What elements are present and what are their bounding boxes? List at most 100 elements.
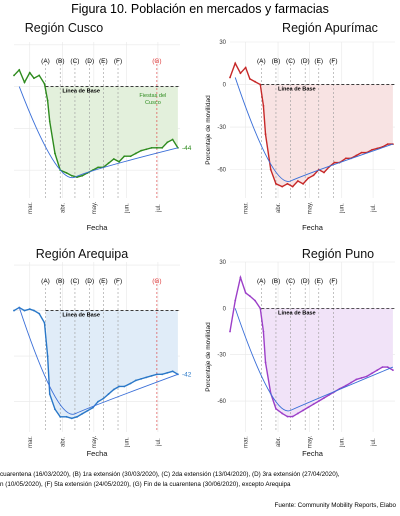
event-label: (B) — [56, 278, 65, 285]
x-tick-label: may. — [92, 201, 98, 214]
series-point — [323, 397, 325, 399]
series-point — [386, 143, 389, 146]
series-point — [54, 408, 56, 411]
event-label: (A) — [257, 58, 266, 65]
series-point — [286, 415, 289, 418]
series-point — [296, 412, 299, 415]
series-point — [13, 309, 15, 312]
event-label: (A) — [41, 278, 50, 285]
series-point — [323, 171, 325, 174]
series-point — [86, 409, 89, 412]
event-label: (A) — [41, 58, 50, 65]
x-tick-label: mar. — [244, 436, 250, 448]
series-point — [46, 355, 49, 358]
series-point — [239, 276, 242, 279]
y-tick-label: 0 — [223, 306, 227, 312]
series-point — [134, 152, 137, 155]
series-point — [166, 371, 169, 374]
series-point — [129, 382, 132, 385]
y-tick-label: -30 — [217, 353, 226, 359]
series-point — [161, 146, 164, 149]
series-point — [376, 369, 379, 372]
series-point — [254, 299, 256, 302]
x-tick-label: abr. — [276, 203, 282, 213]
series-point — [312, 403, 315, 406]
series-point — [112, 158, 115, 160]
series-point — [129, 155, 132, 158]
series-point — [239, 72, 242, 75]
series-point — [317, 400, 320, 402]
event-label: (G) — [152, 278, 161, 285]
series-point — [140, 377, 143, 380]
series-point — [134, 379, 137, 382]
series-point — [333, 161, 336, 164]
series-point — [81, 174, 84, 177]
event-label: (F) — [114, 278, 122, 285]
series-point — [229, 76, 231, 79]
footnote-line-1: cuarentena (16/03/2020), (B) 1ra extensi… — [0, 471, 340, 478]
series-point — [145, 376, 148, 379]
series-point — [70, 174, 73, 177]
trend-line — [18, 86, 179, 179]
event-label: (F) — [329, 58, 337, 65]
series-point — [43, 321, 46, 324]
series-point — [81, 412, 84, 415]
series-point — [381, 366, 384, 368]
series-point — [102, 397, 105, 400]
event-label: (D) — [85, 58, 94, 65]
end-value-label: -42 — [182, 371, 192, 378]
event-label: (C) — [286, 278, 295, 285]
series-point — [23, 309, 26, 312]
x-tick-label: may. — [307, 435, 313, 448]
x-tick-label: jun. — [124, 203, 130, 214]
series-point — [269, 168, 272, 171]
end-value-label: -44 — [182, 145, 192, 152]
x-tick-label: mar. — [244, 202, 250, 214]
chart-panel-1: Región Cusco (A) (B) (C) (D) (E) (F) (G) Línea d… — [13, 21, 192, 232]
baseline-label: Línea de Base — [278, 310, 316, 316]
x-tick-label: jun. — [340, 203, 346, 214]
x-tick-label: abr. — [60, 437, 66, 447]
event-label: (A) — [257, 278, 266, 285]
series-point — [286, 182, 289, 185]
series-point — [275, 182, 277, 185]
series-point — [171, 138, 174, 141]
series-point — [112, 388, 115, 391]
series-point — [307, 406, 310, 409]
series-point — [23, 81, 26, 84]
event-label: (D) — [301, 278, 310, 285]
series-point — [281, 185, 284, 188]
event-label: (C) — [70, 58, 79, 65]
series-point — [13, 74, 15, 77]
series-point — [371, 372, 373, 375]
chart-panel-2: Región Apurímac (A) (B) (C) (D) (E) (F) Línea d… — [205, 21, 395, 232]
y-tick-label: 30 — [219, 260, 226, 266]
series-point — [371, 148, 373, 151]
event-label: (C) — [70, 278, 79, 285]
annotation-label: Fiestas del — [139, 93, 166, 99]
event-label: (B) — [56, 58, 65, 65]
series-point — [392, 369, 394, 372]
x-tick-label: jul. — [156, 204, 162, 213]
series-point — [262, 330, 265, 333]
chart-panel-4: Región Puno (A) (B) (C) (D) (E) (F) Línea de Ba… — [205, 247, 395, 458]
series-point — [307, 177, 310, 180]
series-point — [262, 104, 265, 107]
event-label: (B) — [272, 278, 281, 285]
series-point — [70, 417, 73, 420]
series-point — [33, 77, 35, 80]
series-point — [155, 146, 158, 149]
series-point — [118, 385, 120, 388]
baseline-label: Línea de Base — [62, 313, 100, 319]
series-point — [59, 415, 62, 418]
series-point — [46, 99, 49, 102]
series-point — [43, 82, 46, 85]
trend-line — [18, 307, 179, 415]
y-tick-label: -30 — [217, 125, 226, 131]
shaded-area — [261, 308, 393, 417]
series-point — [365, 375, 368, 378]
series-point — [28, 71, 31, 74]
x-axis-label: Fecha — [87, 223, 109, 232]
series-point — [259, 307, 262, 310]
series-point — [97, 166, 99, 169]
